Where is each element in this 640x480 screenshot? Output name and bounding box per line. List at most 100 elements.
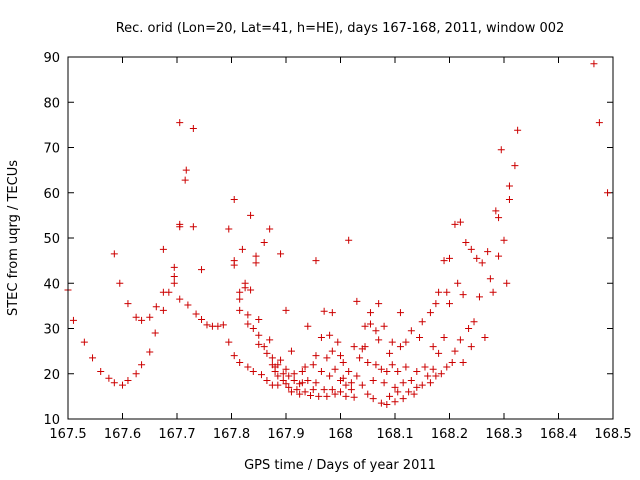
data-point [309, 361, 317, 369]
data-point [124, 377, 132, 385]
data-point [225, 338, 233, 346]
data-point [274, 372, 282, 380]
data-point [424, 372, 432, 380]
data-point [467, 245, 475, 253]
data-point [337, 352, 344, 360]
data-point [285, 372, 293, 380]
data-point [230, 196, 238, 204]
data-point [407, 327, 415, 335]
plot-frame [67, 56, 614, 420]
data-point [331, 365, 339, 373]
y-tick-label: 90 [43, 51, 60, 66]
data-point [296, 390, 304, 398]
y-tick-label: 30 [43, 323, 60, 338]
data-point [347, 379, 355, 387]
data-point [69, 316, 77, 324]
data-point [304, 322, 312, 330]
data-point [105, 374, 113, 382]
data-point [266, 225, 274, 233]
y-axis-ticks: 10 20 30 40 50 60 70 80 90 [43, 51, 613, 428]
data-point [277, 356, 285, 364]
data-point [236, 295, 244, 303]
data-point [443, 288, 451, 296]
data-point [298, 379, 306, 387]
data-point [399, 395, 407, 403]
data-point [277, 250, 285, 258]
data-point [435, 349, 443, 357]
data-point [446, 300, 453, 308]
data-point [342, 381, 350, 389]
data-point [326, 331, 334, 339]
data-point [465, 325, 473, 332]
data-point [159, 245, 167, 253]
data-point [391, 398, 399, 406]
data-point [203, 321, 211, 329]
data-point [312, 379, 320, 387]
data-point [301, 363, 309, 371]
data-point [402, 363, 410, 371]
data-point [377, 365, 385, 373]
data-point [380, 379, 388, 387]
data-point [198, 315, 206, 323]
data-point [260, 343, 268, 351]
data-point [399, 379, 407, 387]
x-tick-label: 168.5 [594, 427, 631, 442]
data-point [407, 377, 415, 385]
data-point [124, 300, 132, 308]
data-point [241, 284, 249, 292]
data-point [383, 401, 391, 409]
data-point [383, 367, 391, 375]
data-point [429, 343, 437, 351]
data-point [266, 336, 274, 344]
data-point [489, 288, 497, 296]
data-point [170, 263, 178, 271]
x-tick-label: 167.9 [267, 427, 304, 442]
data-point [396, 343, 404, 351]
x-tick-label: 167.8 [213, 427, 250, 442]
data-point [478, 259, 486, 267]
data-point [413, 383, 421, 391]
data-point [514, 126, 522, 134]
data-point [257, 371, 265, 379]
data-point [255, 315, 263, 323]
data-point [475, 293, 483, 301]
data-point [410, 390, 418, 398]
data-point [456, 218, 464, 226]
data-point [138, 361, 146, 369]
data-point [317, 334, 325, 342]
data-point [146, 348, 154, 356]
data-point [198, 266, 206, 274]
data-point [353, 297, 361, 305]
data-point [184, 301, 192, 309]
data-point [279, 370, 287, 378]
data-point [225, 225, 233, 233]
data-point [328, 309, 336, 317]
data-point [236, 306, 244, 314]
x-tick-label: 167.6 [104, 427, 141, 442]
data-point [170, 279, 178, 287]
data-point [80, 338, 88, 346]
y-axis-title: STEC from uqrg / TECUs [6, 160, 21, 316]
data-point [151, 329, 159, 337]
data-point [274, 381, 282, 389]
data-point [369, 377, 377, 385]
data-point [416, 334, 424, 342]
data-point [189, 124, 197, 132]
data-point [388, 338, 396, 346]
data-point [323, 354, 331, 362]
data-point [252, 252, 260, 260]
data-point [334, 338, 342, 346]
data-point [244, 363, 252, 371]
x-tick-label: 168.2 [431, 427, 468, 442]
data-point [339, 358, 347, 366]
data-point [350, 343, 358, 351]
data-point [236, 288, 244, 296]
y-tick-label: 80 [43, 96, 60, 111]
data-point [459, 291, 467, 299]
data-point [263, 377, 271, 385]
data-point [342, 392, 350, 400]
data-point [345, 367, 353, 375]
data-point [301, 388, 309, 396]
y-tick-label: 60 [43, 187, 60, 202]
